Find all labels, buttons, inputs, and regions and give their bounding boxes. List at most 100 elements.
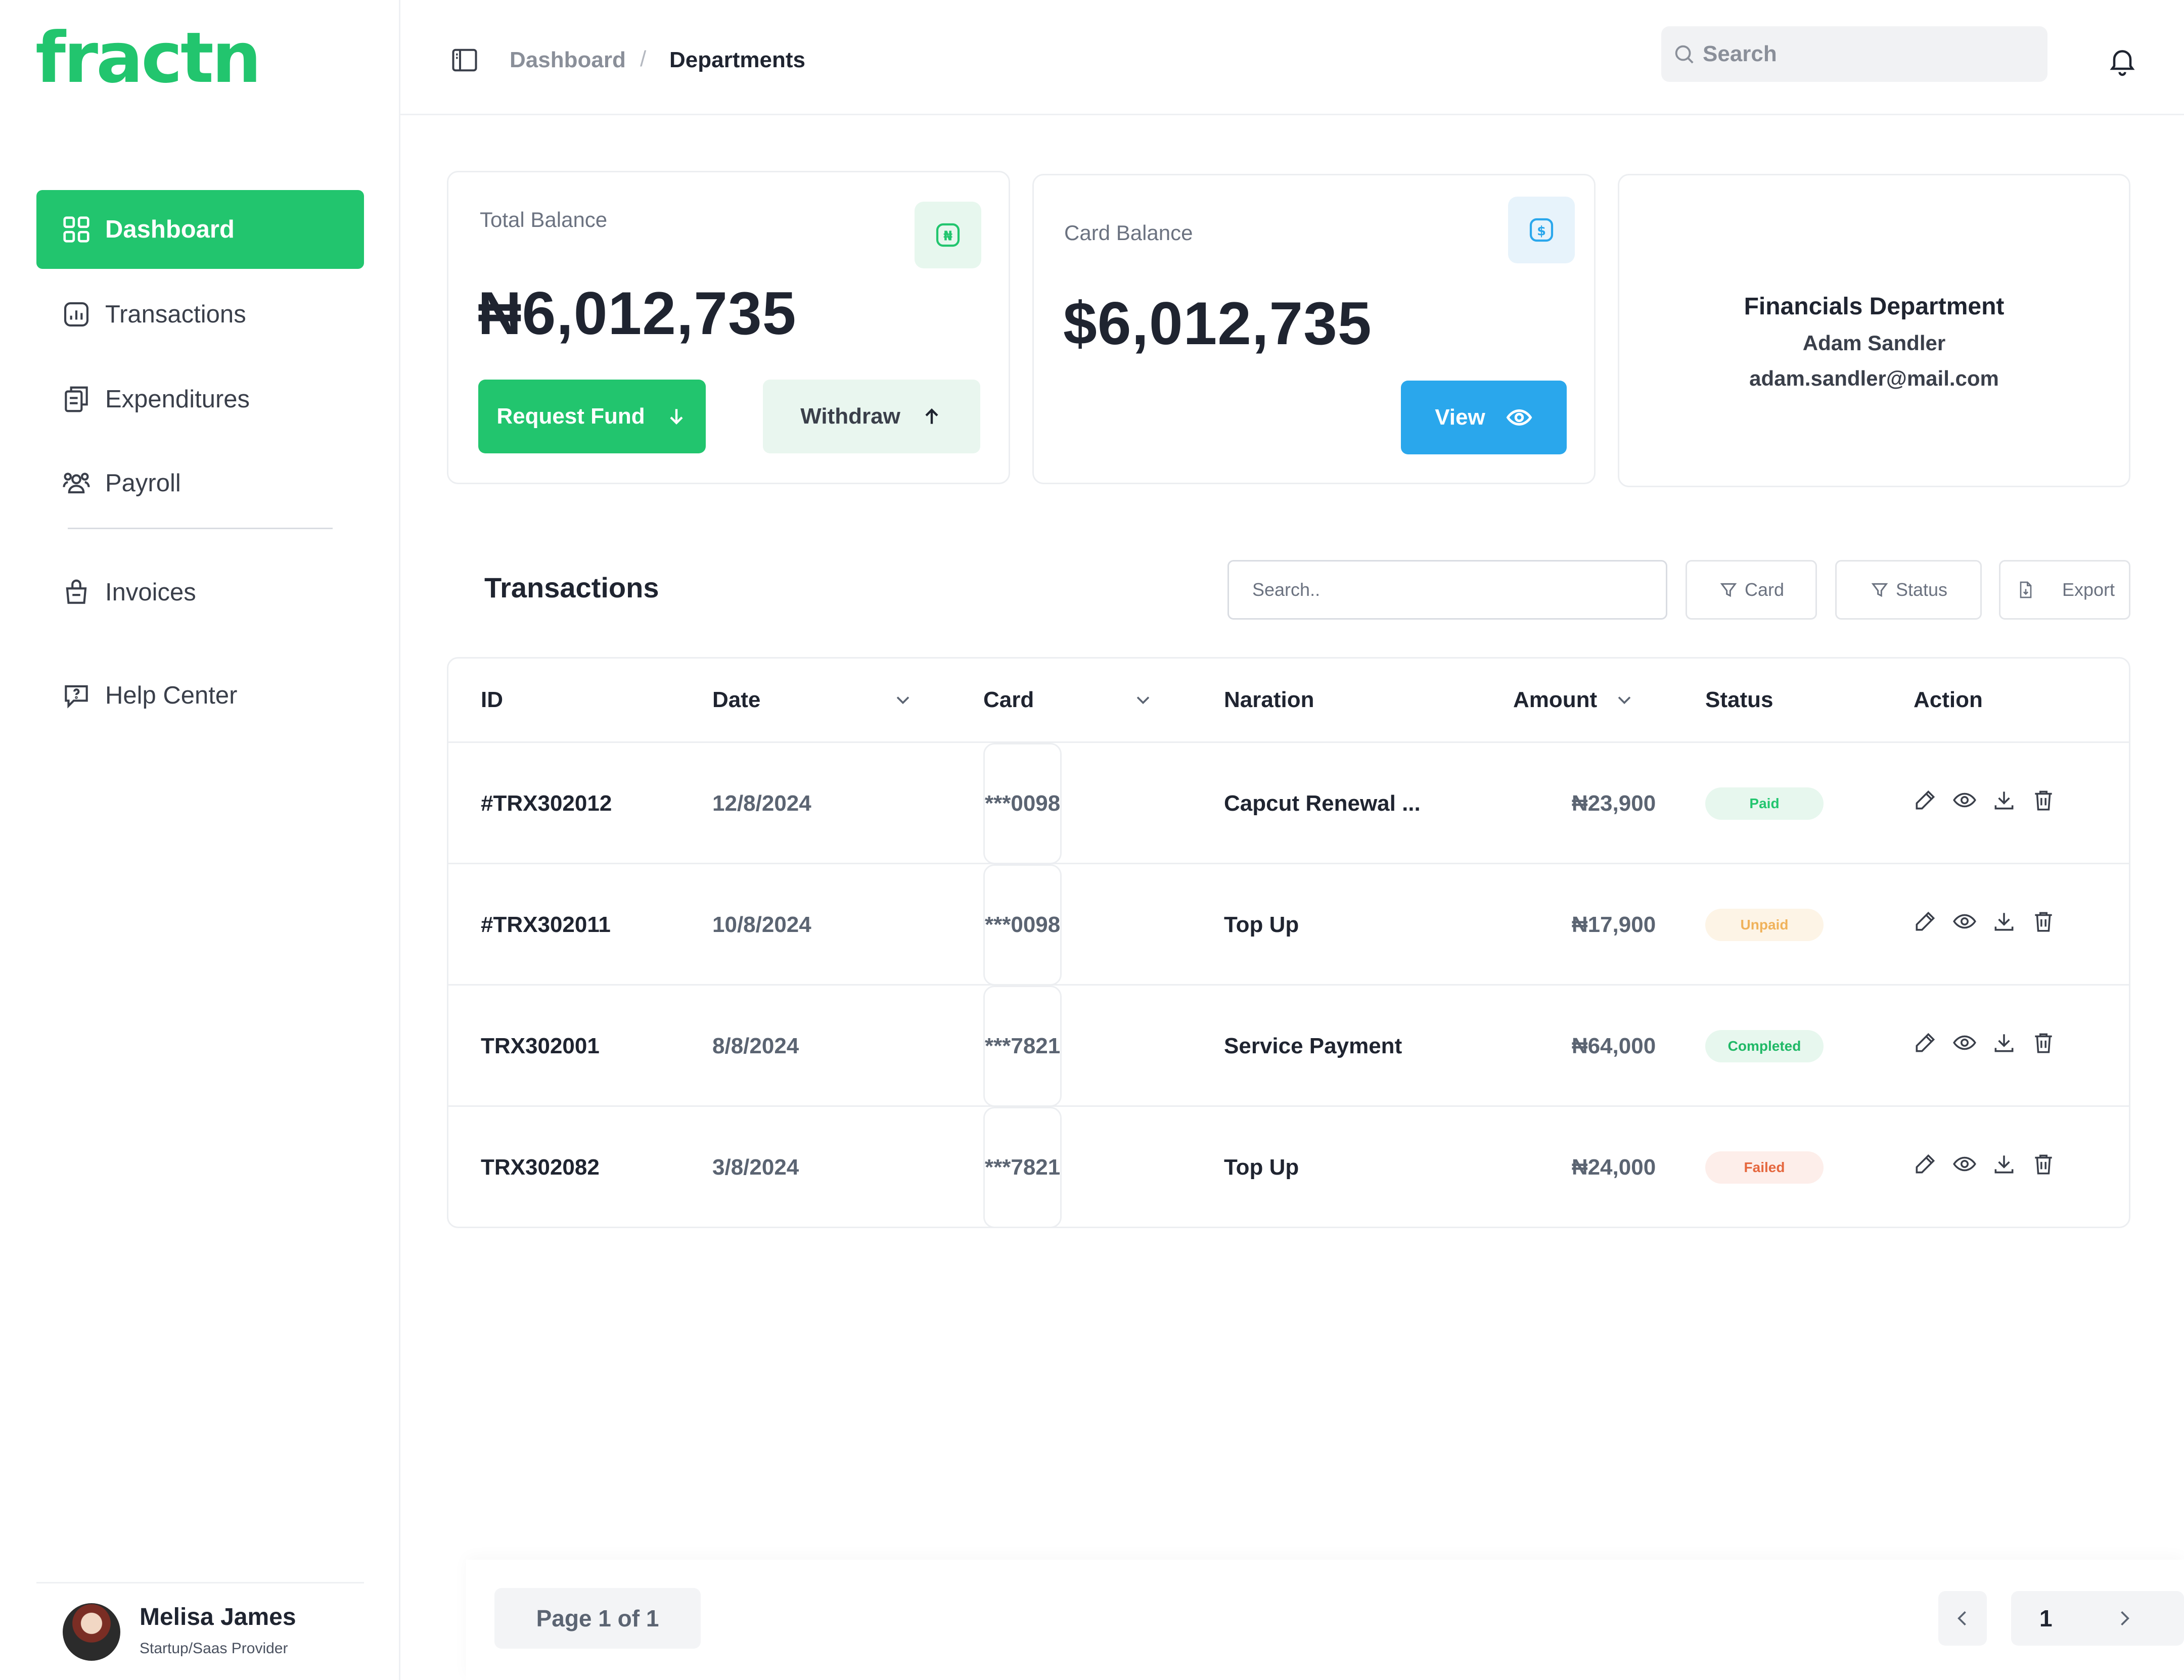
row-actions [1913,787,2070,813]
withdraw-button[interactable]: Withdraw [763,380,980,453]
sidebar-item-label: Transactions [105,301,246,328]
table-row[interactable]: TRX302001 8/8/2024 ***7821 Service Payme… [448,986,2129,1107]
column-header-naration: Naration [1224,687,1314,712]
column-header-card[interactable]: Card [983,659,1154,741]
table-row[interactable]: #TRX302011 10/8/2024 ***0098 Top Up ₦17,… [448,864,2129,986]
sidebar-divider [68,528,333,529]
table-row[interactable]: TRX302082 3/8/2024 ***7821 Top Up ₦24,00… [448,1107,2129,1227]
download-icon[interactable] [1991,787,2017,813]
cell-amount: ₦17,900 [1571,912,1656,937]
user-name: Melisa James [140,1604,296,1630]
sidebar-item-invoices[interactable]: Invoices [36,553,364,632]
download-icon[interactable] [1991,1151,2017,1177]
cell-card: ***7821 [983,1107,1062,1227]
edit-icon[interactable] [1913,787,1938,813]
cell-naration: Capcut Renewal ... [1224,791,1421,816]
department-email[interactable]: adam.sandler@mail.com [1749,366,1999,390]
arrow-up-icon [925,408,938,424]
chevron-down-icon [1136,696,1150,705]
page-number-group: 1 [2011,1591,2184,1646]
breadcrumb-dashboard[interactable]: Dashboard [510,48,626,72]
sidebar-item-help-center[interactable]: Help Center [36,656,364,735]
view-card-button[interactable]: View [1401,381,1567,454]
status-badge: Unpaid [1705,909,1824,941]
department-title: Financials Department [1744,293,2005,320]
cell-card: ***0098 [983,864,1062,986]
download-icon[interactable] [1991,909,2017,934]
sidebar-item-label: Expenditures [105,386,250,413]
sidebar-item-label: Invoices [105,579,196,606]
prev-page-button[interactable] [1938,1591,1987,1646]
column-header-date[interactable]: Date [712,659,914,741]
sidebar-item-payroll[interactable]: Payroll [36,444,364,523]
cell-id: #TRX302012 [481,791,612,816]
download-icon[interactable] [1991,1030,2017,1055]
search-input[interactable] [1703,41,2036,67]
bell-icon[interactable] [2106,44,2138,77]
column-header-status: Status [1705,687,1773,712]
card-filter-label: Card [1744,579,1785,600]
sidebar-toggle-icon[interactable] [451,48,478,73]
total-balance-label: Total Balance [480,208,608,231]
breadcrumb-separator: / [640,46,647,71]
eye-icon[interactable] [1952,909,1977,934]
trash-icon[interactable] [2031,909,2056,934]
card-filter-button[interactable]: Card [1686,560,1817,620]
eye-icon[interactable] [1952,1151,1977,1177]
total-balance-card: Total Balance ₦ ₦6,012,735 Request Fund … [447,171,1010,484]
trash-icon[interactable] [2031,1151,2056,1177]
trash-icon[interactable] [2031,787,2056,813]
export-button[interactable]: Export [1999,560,2130,620]
filter-icon [1871,583,1888,597]
sidebar: fractn Dashboard Transactions Expenditur… [0,0,400,1680]
sidebar-item-transactions[interactable]: Transactions [36,275,364,354]
cell-naration: Top Up [1224,1155,1299,1180]
trash-icon[interactable] [2031,1030,2056,1055]
withdraw-label: Withdraw [800,404,900,429]
row-actions [1913,909,2070,934]
view-label: View [1435,405,1485,430]
current-page-number[interactable]: 1 [2039,1605,2053,1631]
sidebar-item-label: Help Center [105,682,238,709]
cell-date: 12/8/2024 [712,791,811,816]
pagination-bar: Page 1 of 1 1 [466,1560,2184,1680]
edit-icon[interactable] [1913,1151,1938,1177]
cell-card: ***0098 [983,743,1062,864]
cell-id: TRX302001 [481,1034,600,1058]
department-card: Financials Department Adam Sandler adam.… [1618,174,2130,487]
cell-card: ***7821 [983,986,1062,1107]
status-filter-button[interactable]: Status [1835,560,1982,620]
transactions-table: ID Date Card Naration Amount Status Acti… [447,657,2130,1228]
app-logo[interactable]: fractn [35,17,261,99]
status-badge: Paid [1705,787,1824,820]
card-balance-label: Card Balance [1064,221,1193,245]
cell-amount: ₦64,000 [1571,1034,1656,1058]
bag-icon [66,579,87,604]
request-fund-button[interactable]: Request Fund [478,380,706,453]
sidebar-item-label: Dashboard [105,216,235,243]
column-header-amount[interactable]: Amount [1513,659,1635,741]
table-row[interactable]: #TRX302012 12/8/2024 ***0098 Capcut Rene… [448,743,2129,864]
edit-icon[interactable] [1913,1030,1938,1055]
avatar[interactable] [63,1603,120,1661]
transactions-search-input[interactable] [1227,560,1667,620]
cell-date: 10/8/2024 [712,912,811,937]
user-role: Startup/Saas Provider [140,1640,288,1657]
search-icon [1675,45,1694,64]
sidebar-item-expenditures[interactable]: Expenditures [36,360,364,439]
chevron-right-icon[interactable] [2113,1607,2135,1629]
eye-icon[interactable] [1952,787,1977,813]
sidebar-item-dashboard[interactable]: Dashboard [36,190,364,269]
eye-icon[interactable] [1952,1030,1977,1055]
dollar-symbol: $ [1537,224,1546,239]
header-search[interactable] [1661,26,2048,82]
chevron-down-icon [1618,696,1631,705]
grid-icon [63,216,89,243]
card-balance-card: Card Balance $ $6,012,735 View [1032,174,1596,484]
cell-amount: ₦24,000 [1571,1155,1656,1180]
column-header-id: ID [481,687,503,712]
cell-id: TRX302082 [481,1155,600,1180]
edit-icon[interactable] [1913,909,1938,934]
total-balance-amount: ₦6,012,735 [478,279,797,347]
naira-icon: ₦ [915,202,981,268]
